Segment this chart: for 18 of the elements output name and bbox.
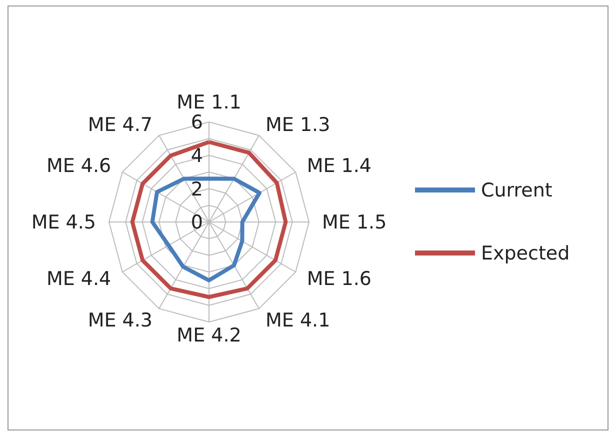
spoke-label: ME 1.3: [266, 114, 330, 136]
spoke-label: ME 1.5: [322, 212, 387, 234]
y-tick-label: 0: [190, 212, 203, 234]
y-tick-label: 6: [190, 112, 203, 134]
spoke-label: ME 4.4: [46, 268, 112, 290]
legend-label: Current: [481, 180, 552, 202]
spoke-label: ME 1.6: [306, 268, 372, 290]
y-tick-label: 2: [190, 178, 203, 200]
legend-label: Expected: [481, 242, 570, 265]
y-tick-label: 4: [190, 144, 203, 167]
spoke-label: ME 4.5: [31, 212, 96, 234]
spoke-label: ME 4.6: [46, 155, 112, 178]
spoke-label: ME 1.1: [176, 92, 242, 114]
spoke-label: ME 4.3: [88, 310, 152, 332]
spoke-label: ME 4.7: [88, 114, 152, 136]
spoke-label: ME 4.1: [266, 310, 330, 332]
spoke-label: ME 1.4: [306, 155, 372, 178]
spoke-label: ME 4.2: [176, 324, 242, 347]
